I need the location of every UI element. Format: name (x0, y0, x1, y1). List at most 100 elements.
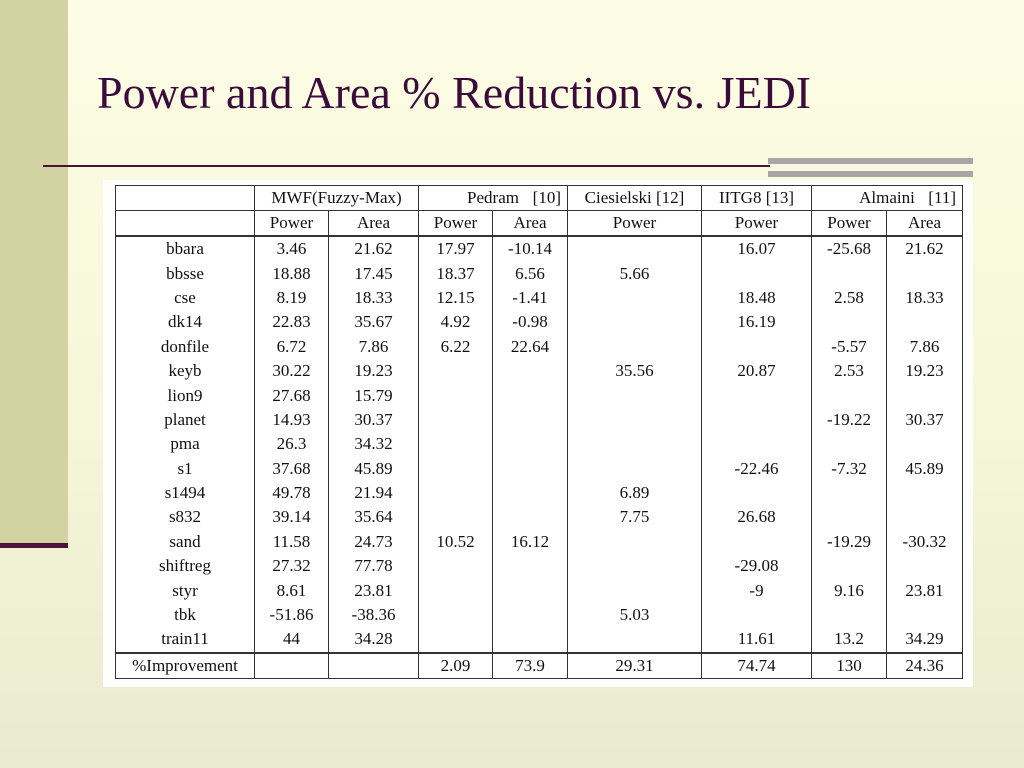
improvement-value-cell: 29.31 (567, 651, 702, 680)
pedram-name: Pedram (467, 188, 519, 207)
benchmark-name-cell: train11 (115, 627, 255, 653)
improvement-value-cell: 74.74 (701, 651, 812, 680)
value-cell (492, 602, 568, 628)
value-cell (811, 383, 887, 408)
title-underline (43, 165, 770, 167)
value-cell (886, 602, 963, 628)
value-cell: -22.46 (701, 456, 812, 481)
value-cell (418, 480, 493, 506)
value-cell (567, 554, 702, 579)
value-cell: 45.89 (886, 456, 963, 481)
benchmark-name-cell: dk14 (115, 310, 255, 335)
sub-header: Power (254, 210, 329, 237)
value-cell (701, 407, 812, 433)
value-cell (418, 383, 493, 408)
sub-header: Power (811, 210, 887, 237)
value-cell: -1.41 (492, 285, 568, 311)
value-cell: 27.32 (254, 554, 329, 579)
improvement-value-cell: 24.36 (886, 651, 963, 680)
corner-cell (115, 210, 255, 237)
value-cell: 14.93 (254, 407, 329, 433)
table-row: donfile 6.72 7.86 6.22 22.64 -5.57 7.86 (115, 334, 963, 359)
value-cell: 21.94 (328, 480, 419, 506)
benchmark-name-cell: s832 (115, 505, 255, 530)
value-cell: 16.07 (701, 236, 812, 262)
value-cell: 2.58 (811, 285, 887, 311)
value-cell: 35.64 (328, 505, 419, 530)
value-cell: 17.97 (418, 236, 493, 262)
value-cell (811, 480, 887, 506)
value-cell: 8.19 (254, 285, 329, 311)
value-cell (492, 407, 568, 433)
table-row: cse 8.19 18.33 12.15 -1.41 18.48 2.58 18.33 (115, 285, 963, 311)
improvement-value-cell: 2.09 (418, 651, 493, 680)
value-cell: 15.79 (328, 383, 419, 408)
value-cell: 18.33 (328, 285, 419, 311)
sub-header: Area (886, 210, 963, 237)
value-cell: -19.29 (811, 529, 887, 555)
improvement-value-cell (328, 651, 419, 680)
value-cell (701, 261, 812, 286)
value-cell: 5.03 (567, 602, 702, 628)
benchmark-name-cell: s1494 (115, 480, 255, 506)
value-cell (811, 602, 887, 628)
value-cell (492, 456, 568, 481)
value-cell: -30.32 (886, 529, 963, 555)
improvement-label-cell: %Improvement (115, 651, 255, 680)
value-cell: 7.86 (328, 334, 419, 359)
value-cell (701, 334, 812, 359)
value-cell: 19.23 (328, 358, 419, 384)
value-cell: -0.98 (492, 310, 568, 335)
value-cell: 17.45 (328, 261, 419, 286)
value-cell: 22.64 (492, 334, 568, 359)
value-cell (886, 432, 963, 457)
value-cell: 18.88 (254, 261, 329, 286)
value-cell: 12.15 (418, 285, 493, 311)
value-cell: -38.36 (328, 602, 419, 628)
value-cell: 11.58 (254, 529, 329, 555)
benchmark-name-cell: styr (115, 578, 255, 603)
value-cell: 8.61 (254, 578, 329, 603)
value-cell: 30.22 (254, 358, 329, 384)
value-cell (492, 627, 568, 653)
value-cell (418, 358, 493, 384)
value-cell (811, 505, 887, 530)
table-row: dk14 22.83 35.67 4.92 -0.98 16.19 (115, 310, 963, 335)
corner-cell (115, 185, 255, 211)
value-cell (492, 578, 568, 603)
pedram-ref: [10] (532, 188, 561, 207)
value-cell: 5.66 (567, 261, 702, 286)
value-cell: 37.68 (254, 456, 329, 481)
value-cell (567, 236, 702, 262)
value-cell (418, 578, 493, 603)
value-cell (701, 529, 812, 555)
value-cell (701, 602, 812, 628)
value-cell: 24.73 (328, 529, 419, 555)
value-cell (492, 432, 568, 457)
benchmark-name-cell: planet (115, 407, 255, 433)
benchmark-name-cell: pma (115, 432, 255, 457)
value-cell: 16.12 (492, 529, 568, 555)
sub-header: Area (492, 210, 568, 237)
value-cell: 18.48 (701, 285, 812, 311)
slide-title: Power and Area % Reduction vs. JEDI (97, 67, 812, 118)
value-cell (886, 505, 963, 530)
value-cell: 22.83 (254, 310, 329, 335)
group-header-ciesielski: Ciesielski [12] (567, 185, 702, 211)
value-cell (418, 554, 493, 579)
value-cell: -5.57 (811, 334, 887, 359)
almaini-ref: [11] (928, 188, 956, 207)
value-cell (567, 578, 702, 603)
value-cell: 30.37 (328, 407, 419, 433)
group-header-iitg8: IITG8 [13] (701, 185, 812, 211)
value-cell (701, 480, 812, 506)
value-cell (418, 456, 493, 481)
value-cell: 18.33 (886, 285, 963, 311)
value-cell: 6.72 (254, 334, 329, 359)
value-cell (886, 480, 963, 506)
table-panel: MWF(Fuzzy-Max) Pedram [10] Ciesielski [1… (103, 180, 973, 687)
benchmark-name-cell: keyb (115, 358, 255, 384)
benchmark-name-cell: donfile (115, 334, 255, 359)
value-cell: 11.61 (701, 627, 812, 653)
value-cell (418, 602, 493, 628)
